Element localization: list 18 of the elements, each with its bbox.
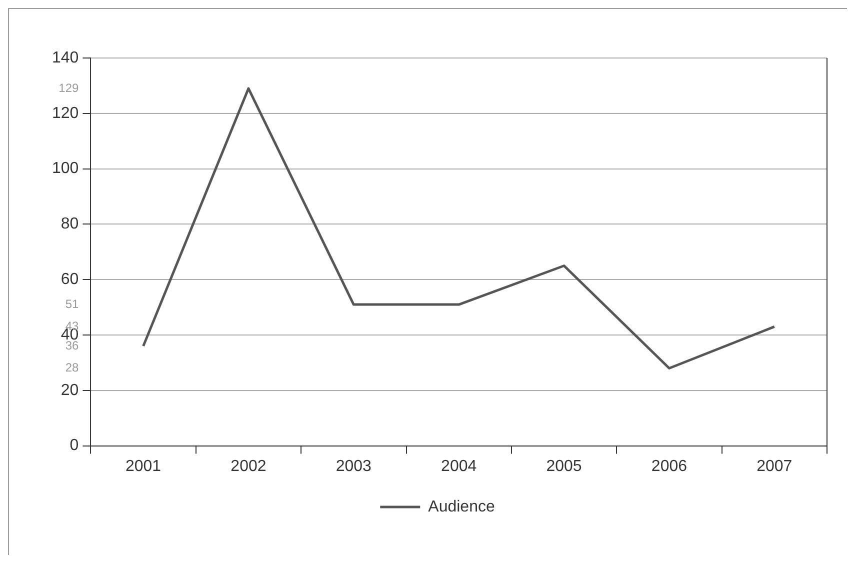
x-tick-label: 2006 — [651, 458, 688, 475]
x-tick-label: 2005 — [546, 458, 582, 475]
y-tick-label: 140 — [52, 49, 79, 66]
y-tick-label: 60 — [60, 271, 79, 288]
y-tick-label: 80 — [60, 216, 79, 233]
x-tick-label: 2001 — [125, 458, 162, 475]
y-tick-label: 120 — [52, 104, 79, 122]
y-tick-label: 129 — [58, 80, 80, 95]
x-tick-label: 2002 — [230, 458, 266, 475]
x-tick-label: 2007 — [756, 458, 792, 475]
x-tick-label: 2003 — [336, 458, 372, 475]
y-tick-label: 0 — [70, 437, 79, 454]
y-tick-label: 100 — [52, 160, 79, 178]
y-tick-label: 51 — [65, 296, 80, 311]
x-tick-label: 2004 — [441, 458, 477, 475]
y-tick-label: 20 — [60, 382, 79, 399]
y-tick-label: 28 — [65, 360, 80, 375]
legend-label: Audience — [428, 498, 495, 516]
